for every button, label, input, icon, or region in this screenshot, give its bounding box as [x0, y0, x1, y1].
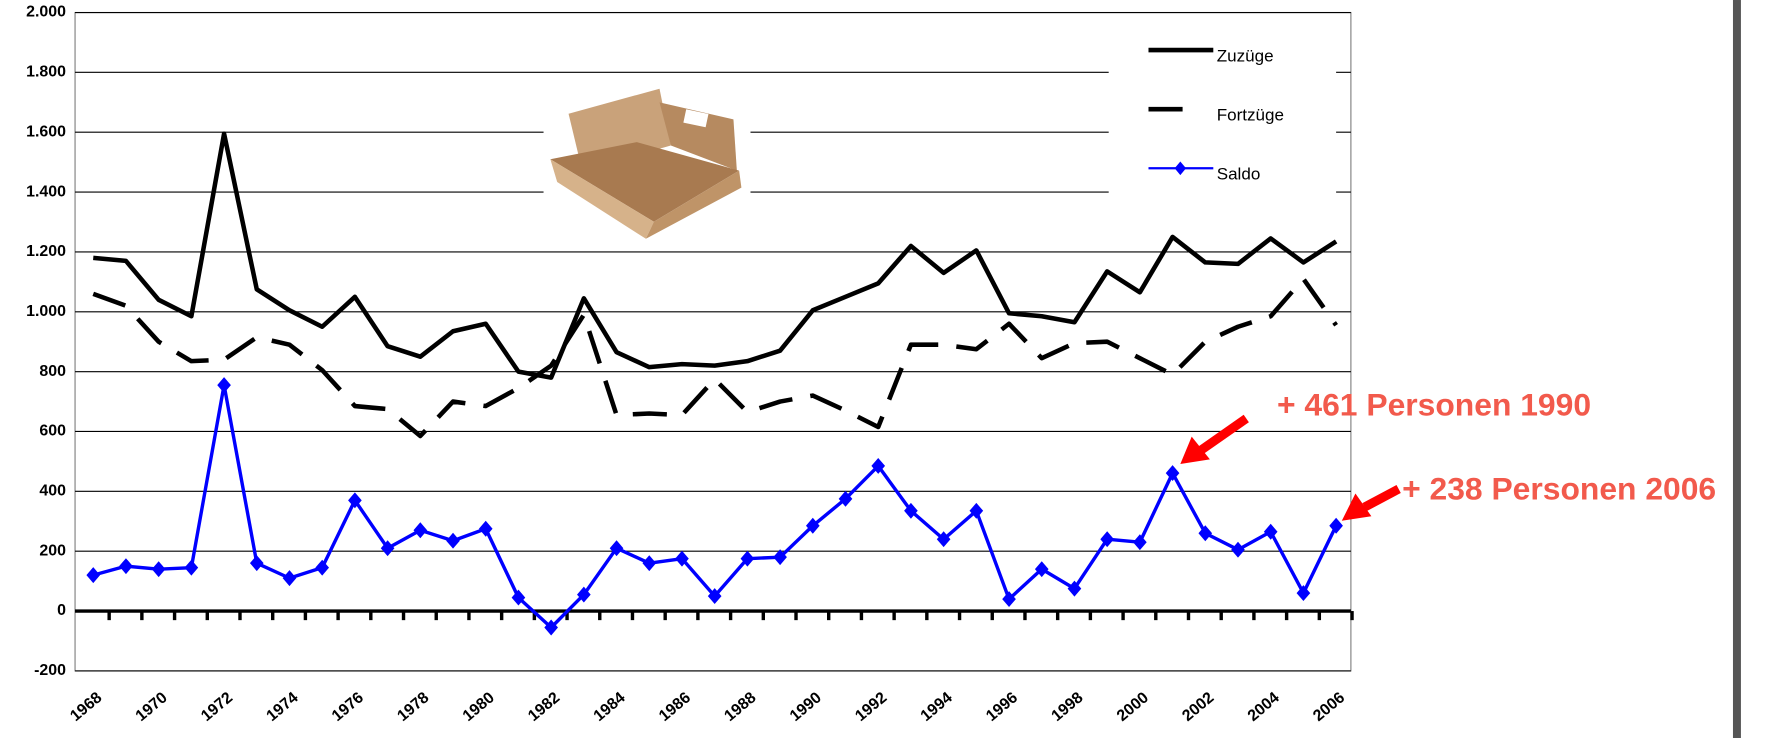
y-tick-label: -200 [34, 662, 66, 679]
data-point [1100, 531, 1114, 548]
y-tick-label: 1.600 [26, 123, 66, 140]
x-tick-label: 1986 [656, 689, 694, 725]
arrow-head [1180, 436, 1210, 464]
data-point [609, 540, 624, 557]
legend-marker [1174, 161, 1187, 176]
y-tick-label: 1.200 [26, 243, 66, 260]
x-tick-label: 1978 [394, 689, 432, 725]
data-point [380, 540, 395, 557]
x-tick-label: 1992 [852, 689, 890, 725]
data-point [348, 492, 362, 509]
arrow [1198, 414, 1249, 455]
x-tick-label: 1996 [983, 689, 1021, 725]
legend: Zuzüge Fortzüge Saldo [1108, 28, 1337, 200]
box-inside [550, 142, 740, 222]
data-point [249, 555, 264, 572]
data-point [675, 550, 689, 567]
x-tick-label: 1994 [918, 689, 956, 725]
box-flap [659, 102, 737, 171]
legend-label: Fortzüge [1217, 105, 1284, 124]
box-side [645, 170, 742, 239]
data-point [936, 531, 951, 548]
y-tick-label: 200 [39, 542, 66, 559]
data-point [1296, 585, 1311, 602]
data-point [1198, 525, 1213, 542]
x-tick-label: 1990 [787, 689, 825, 725]
data-point [151, 561, 166, 578]
x-tick-label: 2002 [1179, 689, 1217, 725]
series-line [92, 276, 1338, 439]
data-point [478, 520, 493, 537]
data-point [871, 457, 886, 474]
x-tick-label: 1988 [721, 689, 759, 725]
y-tick-label: 2.000 [26, 4, 66, 21]
side-bar [1732, 0, 1741, 738]
series-line [93, 131, 1338, 380]
data-point [446, 532, 460, 549]
y-tick-label: 1.000 [26, 303, 66, 320]
x-tick-label: 1970 [133, 689, 171, 725]
x-tick-label: 1974 [264, 689, 302, 725]
data-point [1263, 523, 1278, 540]
box-image [543, 79, 751, 245]
legend-label: Saldo [1217, 165, 1261, 184]
data-point [707, 588, 722, 605]
x-tick-label: 1968 [67, 689, 105, 725]
data-point [1067, 580, 1082, 597]
annotation: + 461 Personen 1990 [1277, 386, 1591, 422]
data-point [805, 517, 820, 534]
data-point [577, 586, 591, 603]
y-tick-label: 1.800 [26, 64, 66, 81]
legend-label: Zuzüge [1217, 46, 1274, 65]
data-point [511, 589, 526, 606]
annotations: + 461 Personen 1990 + 238 Personen 2006 [1180, 386, 1716, 521]
data-point [773, 549, 787, 566]
data-point [1034, 561, 1049, 578]
data-point [315, 559, 330, 576]
data-point [86, 567, 101, 584]
series [86, 131, 1343, 636]
data-point [119, 558, 133, 575]
data-point [282, 570, 297, 587]
y-tick-label: 400 [39, 483, 66, 500]
x-tick-label: 1982 [525, 689, 563, 725]
data-point [413, 522, 428, 539]
data-point [642, 555, 657, 572]
data-point [1329, 517, 1343, 534]
box-handle [683, 109, 709, 128]
x-tick-label: 2004 [1245, 689, 1283, 725]
box-side [550, 159, 654, 239]
y-tick-label: 0 [57, 602, 66, 619]
data-point [1165, 465, 1180, 482]
data-point [1231, 541, 1245, 558]
x-tick-label: 1976 [329, 689, 367, 725]
arrow-head [1341, 493, 1372, 521]
data-point [217, 377, 231, 394]
y-tick-label: 600 [39, 423, 66, 440]
y-tick-label: 1.400 [26, 183, 66, 200]
x-tick-label: 1998 [1049, 689, 1087, 725]
x-tick-label: 1980 [460, 689, 498, 725]
y-tick-label: 800 [39, 363, 66, 380]
data-point [1133, 534, 1147, 551]
x-tick-label: 2006 [1310, 689, 1348, 725]
x-tick-label: 1984 [591, 689, 629, 725]
annotation: + 238 Personen 2006 [1402, 471, 1716, 507]
arrow [1362, 484, 1401, 512]
data-point [969, 502, 984, 519]
x-tick-label: 1972 [198, 689, 236, 725]
data-point [740, 550, 755, 567]
x-tick-label: 2000 [1114, 689, 1152, 725]
legend-background [1108, 28, 1337, 200]
data-point [904, 502, 918, 519]
